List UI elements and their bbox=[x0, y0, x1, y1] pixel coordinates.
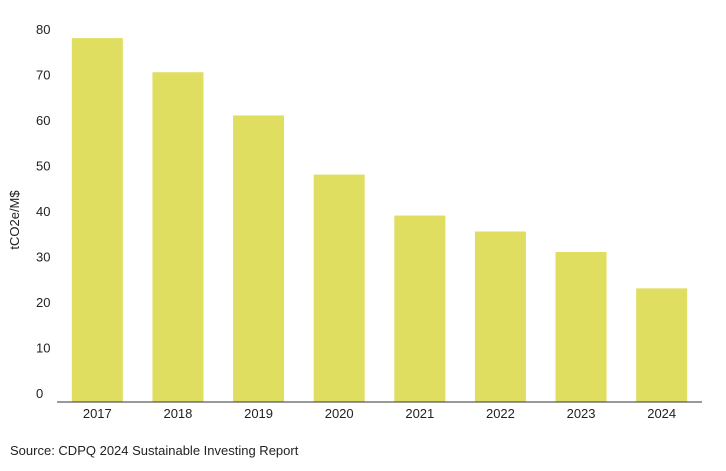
y-tick-label: 40 bbox=[36, 204, 50, 219]
bar-2020 bbox=[313, 174, 365, 402]
bar-2024 bbox=[636, 288, 688, 402]
bars bbox=[71, 38, 688, 402]
y-axis-ticks: 0 10 20 30 40 50 60 70 80 bbox=[36, 22, 50, 401]
y-tick-label: 70 bbox=[36, 68, 50, 83]
y-axis-title: tCO2e/M$ bbox=[7, 190, 22, 250]
bar-2017 bbox=[71, 38, 123, 402]
y-tick-label: 80 bbox=[36, 22, 50, 37]
x-tick-label: 2021 bbox=[405, 406, 434, 421]
x-tick-label: 2018 bbox=[163, 406, 192, 421]
x-tick-label: 2024 bbox=[647, 406, 676, 421]
y-tick-label: 10 bbox=[36, 341, 50, 356]
y-tick-label: 50 bbox=[36, 159, 50, 174]
y-tick-label: 0 bbox=[36, 386, 43, 401]
x-tick-label: 2020 bbox=[325, 406, 354, 421]
bar-2023 bbox=[555, 251, 607, 402]
x-tick-label: 2023 bbox=[567, 406, 596, 421]
x-tick-label: 2017 bbox=[83, 406, 112, 421]
x-tick-label: 2019 bbox=[244, 406, 273, 421]
y-tick-label: 60 bbox=[36, 113, 50, 128]
source-note: Source: CDPQ 2024 Sustainable Investing … bbox=[10, 443, 299, 458]
bar-2019 bbox=[233, 115, 285, 402]
bar-2021 bbox=[394, 215, 446, 402]
y-tick-label: 20 bbox=[36, 295, 50, 310]
y-tick-label: 30 bbox=[36, 250, 50, 265]
x-tick-label: 2022 bbox=[486, 406, 515, 421]
bar-2022 bbox=[474, 231, 526, 402]
x-axis-ticks: 2017 2018 2019 2020 2021 2022 2023 2024 bbox=[83, 406, 676, 421]
bar-2018 bbox=[152, 72, 204, 402]
